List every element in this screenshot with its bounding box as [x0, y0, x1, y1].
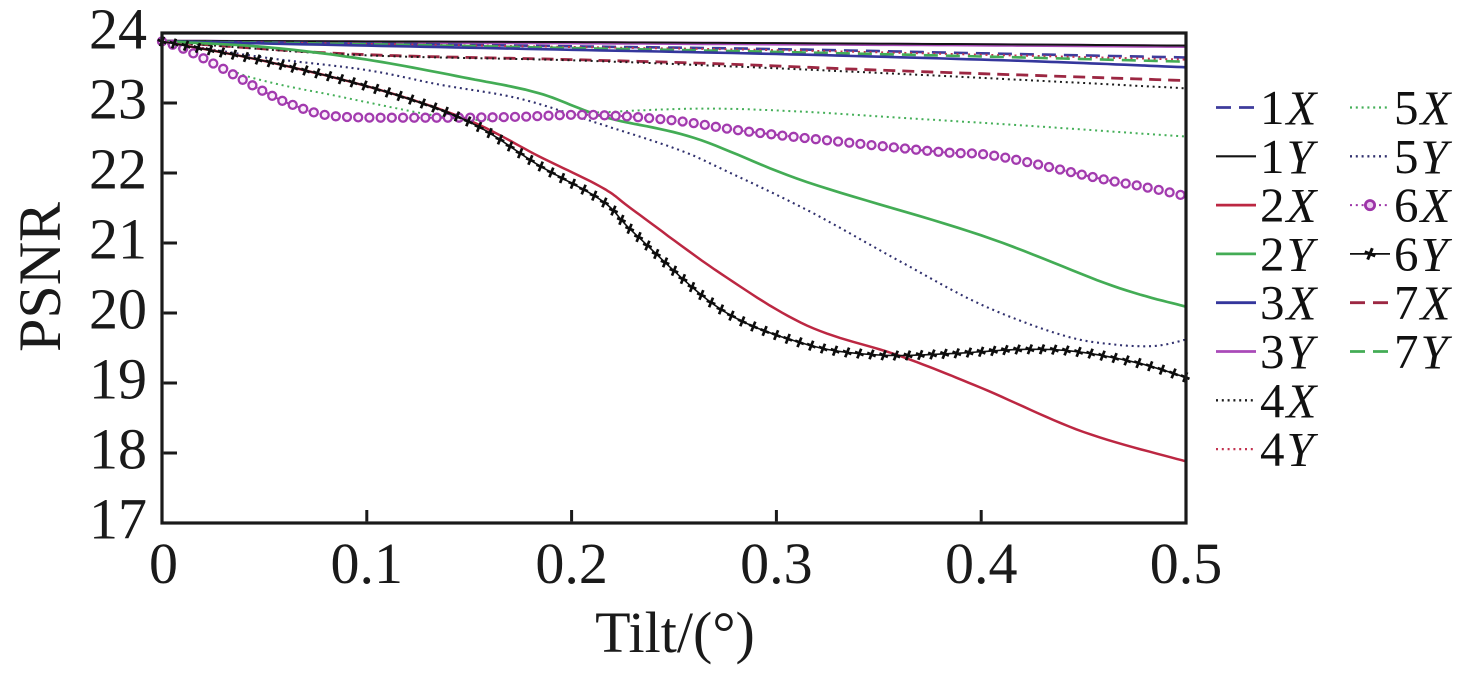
svg-text:3X: 3X — [1260, 275, 1319, 330]
svg-text:6X: 6X — [1394, 178, 1453, 233]
svg-text:0.4: 0.4 — [945, 531, 1018, 596]
svg-text:21: 21 — [89, 207, 147, 272]
svg-text:2X: 2X — [1260, 178, 1319, 233]
svg-text:1Y: 1Y — [1260, 129, 1319, 184]
svg-text:5X: 5X — [1394, 80, 1453, 135]
svg-text:0.2: 0.2 — [535, 531, 608, 596]
svg-text:4Y: 4Y — [1260, 422, 1319, 477]
svg-text:4X: 4X — [1260, 373, 1319, 428]
svg-text:3Y: 3Y — [1260, 324, 1319, 379]
svg-text:18: 18 — [89, 417, 147, 482]
svg-text:5Y: 5Y — [1394, 129, 1453, 184]
svg-text:0.3: 0.3 — [740, 531, 813, 596]
svg-text:PSNR: PSNR — [7, 202, 73, 352]
svg-text:23: 23 — [89, 67, 147, 132]
svg-text:0.5: 0.5 — [1150, 531, 1223, 596]
svg-text:7Y: 7Y — [1394, 324, 1453, 379]
svg-text:24: 24 — [89, 0, 147, 62]
svg-text:1X: 1X — [1260, 80, 1319, 135]
svg-text:7X: 7X — [1394, 275, 1453, 330]
svg-text:20: 20 — [89, 277, 147, 342]
svg-text:Tilt/(°): Tilt/(°) — [595, 600, 755, 665]
svg-text:6Y: 6Y — [1394, 226, 1453, 281]
svg-text:19: 19 — [89, 347, 147, 412]
svg-text:22: 22 — [89, 137, 147, 202]
svg-text:2Y: 2Y — [1260, 226, 1319, 281]
svg-text:0: 0 — [149, 531, 178, 596]
svg-text:17: 17 — [89, 487, 147, 552]
svg-text:0.1: 0.1 — [331, 531, 404, 596]
